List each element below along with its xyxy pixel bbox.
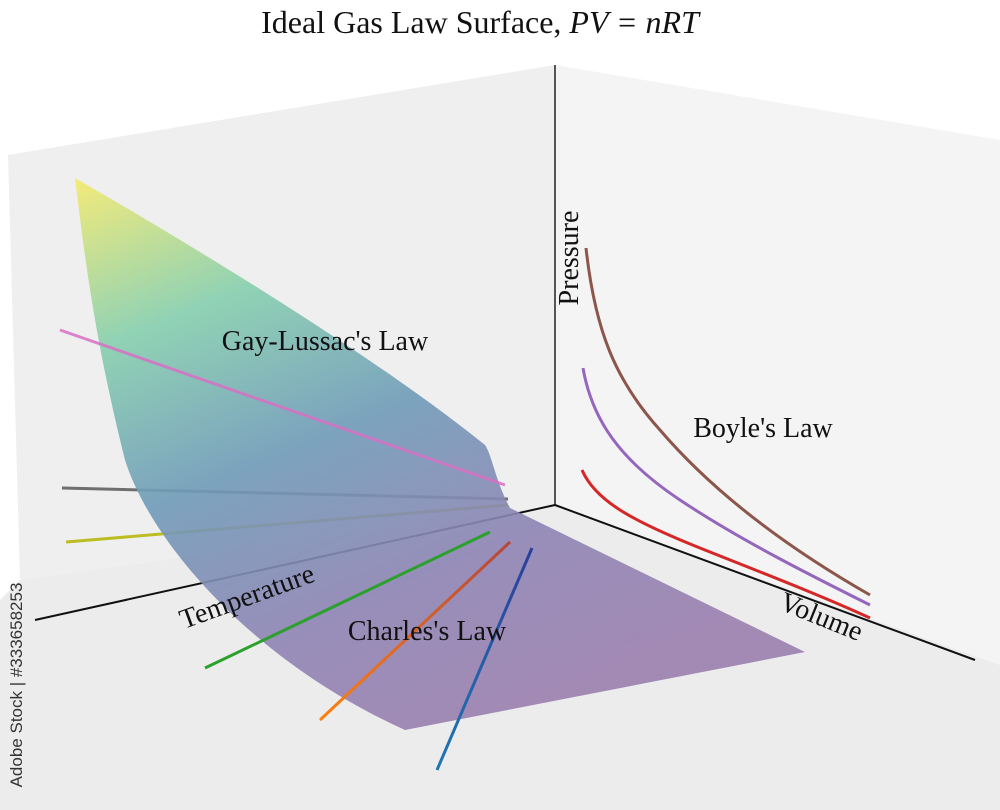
- isobar-line: [435, 547, 534, 771]
- isobar-line: [318, 540, 512, 722]
- isotherm-curve: [580, 469, 871, 620]
- isobar-line: [204, 530, 491, 670]
- right-pane: [555, 65, 1000, 665]
- annotation: Charles's Law: [348, 616, 507, 647]
- watermark: Adobe Stock | #333658253: [7, 583, 26, 788]
- isotherm-curve: [584, 247, 871, 597]
- title-formula: PV = nRT: [568, 4, 701, 40]
- axis-label: Pressure: [554, 211, 585, 306]
- pv-surface: [75, 178, 805, 730]
- annotation: Gay-Lussac's Law: [222, 326, 429, 357]
- title-text: Ideal Gas Law Surface,: [261, 4, 561, 40]
- volume-axis: [554, 504, 976, 661]
- title: Ideal Gas Law Surface, PV = nRT: [261, 4, 701, 40]
- isochore-line: [59, 328, 506, 487]
- annotation: Boyle's Law: [693, 413, 833, 444]
- isotherm-curve: [581, 367, 871, 607]
